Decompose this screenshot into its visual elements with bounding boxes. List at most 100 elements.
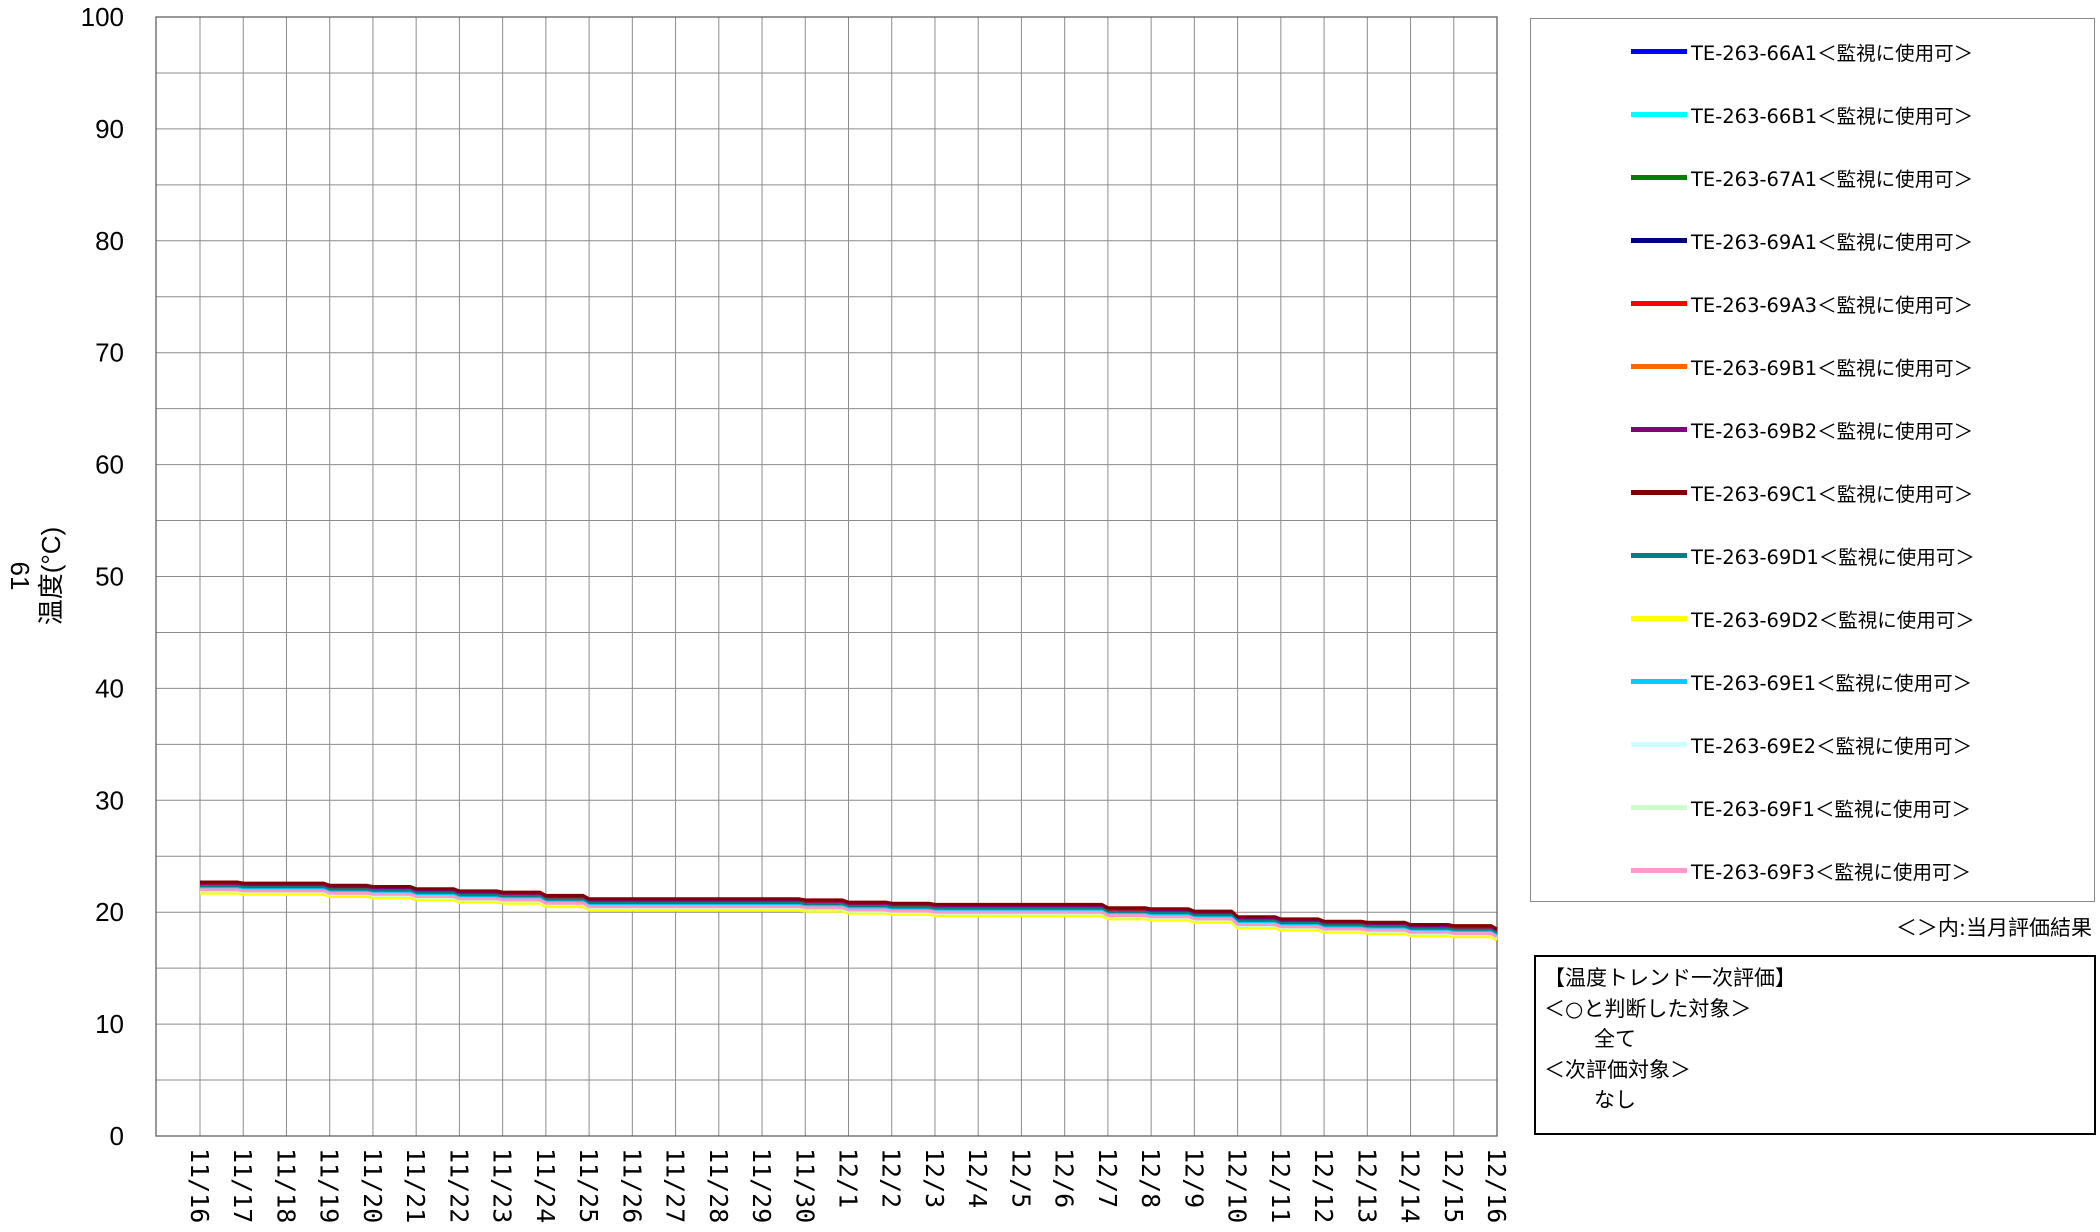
- legend-swatch: [1631, 111, 1687, 117]
- grid-lines: [156, 16, 1498, 1137]
- evaluation-next-header: ＜次評価対象＞: [1544, 1057, 1691, 1082]
- legend: TE-263-66A1＜監視に使用可＞ TE-263-66B1＜監視に使用可＞ TE…: [1530, 18, 2095, 902]
- legend-label: TE-263-69B2＜監視に使用可＞: [1691, 419, 1974, 443]
- x-tick-label: 12/4: [963, 1148, 992, 1208]
- legend-swatch: [1631, 489, 1687, 495]
- x-tick-label: 12/3: [920, 1148, 949, 1208]
- series-line: [200, 891, 1498, 942]
- legend-item: TE-263-67A1＜監視に使用可＞: [1631, 162, 1973, 192]
- x-tick-label: 11/25: [574, 1148, 603, 1223]
- y-tick-label: 10: [95, 1009, 124, 1039]
- legend-label: TE-263-69E2＜監視に使用可＞: [1691, 734, 1973, 758]
- x-tick-label: 11/18: [271, 1148, 300, 1223]
- x-tick-label: 12/6: [1050, 1148, 1079, 1208]
- x-tick-label: 11/16: [185, 1148, 214, 1223]
- x-tick-label: 12/11: [1266, 1148, 1295, 1223]
- legend-item: TE-263-69B2＜監視に使用可＞: [1631, 414, 1973, 444]
- x-tick-label: 12/15: [1439, 1148, 1468, 1223]
- x-tick-label: 11/27: [661, 1148, 690, 1223]
- legend-swatch: [1631, 300, 1687, 306]
- series-line: [200, 888, 1498, 939]
- legend-item: TE-263-66A1＜監視に使用可＞: [1631, 36, 1973, 66]
- legend-swatch: [1631, 174, 1687, 180]
- legend-swatch: [1631, 678, 1687, 684]
- x-tick-label: 12/2: [877, 1148, 906, 1208]
- legend-label: TE-263-69F3＜監視に使用可＞: [1691, 860, 1971, 884]
- y-axis-label: 温度(°C): [36, 527, 66, 626]
- legend-swatch: [1631, 552, 1687, 558]
- x-tick-label: 12/16: [1482, 1148, 1511, 1223]
- y-tick-label: 70: [95, 338, 124, 368]
- x-axis-ticks: 11/16 11/17 11/18 11/19 11/20 11/21 11/22 11/23…: [185, 1148, 1511, 1223]
- y-tick-label: 100: [81, 2, 124, 32]
- legend-item: TE-263-69B1＜監視に使用可＞: [1631, 351, 1973, 381]
- series-line: [200, 885, 1498, 935]
- x-tick-label: 11/19: [315, 1148, 344, 1223]
- legend-label: TE-263-69A1＜監視に使用可＞: [1691, 230, 1974, 254]
- x-tick-label: 11/20: [358, 1148, 387, 1223]
- legend-label: TE-263-69C1＜監視に使用可＞: [1691, 482, 1974, 506]
- x-tick-label: 12/12: [1309, 1148, 1338, 1223]
- legend-item: TE-263-69A3＜監視に使用可＞: [1631, 288, 1973, 318]
- legend-swatch: [1631, 237, 1687, 243]
- x-tick-label: 11/21: [401, 1148, 430, 1223]
- x-tick-label: 11/29: [747, 1148, 776, 1223]
- x-tick-label: 12/9: [1179, 1148, 1208, 1208]
- legend-swatch: [1631, 48, 1687, 54]
- legend-item: TE-263-69F1＜監視に使用可＞: [1631, 792, 1971, 822]
- evaluation-box: 【温度トレンド一次評価】 ＜○と判断した対象＞ 全て ＜次評価対象＞ なし: [1534, 955, 2096, 1135]
- y-tick-label: 90: [95, 114, 124, 144]
- plot-area: [155, 16, 1498, 1137]
- legend-item: TE-263-69C1＜監視に使用可＞: [1631, 477, 1973, 507]
- legend-swatch: [1631, 426, 1687, 432]
- legend-swatch: [1631, 363, 1687, 369]
- x-tick-label: 12/14: [1396, 1148, 1425, 1223]
- legend-label: TE-263-69A3＜監視に使用可＞: [1691, 293, 1974, 317]
- legend-item: TE-263-69E1＜監視に使用可＞: [1631, 666, 1972, 696]
- legend-label: TE-263-66B1＜監視に使用可＞: [1691, 104, 1974, 128]
- evaluation-next-value: なし: [1594, 1088, 1636, 1112]
- legend-label: TE-263-67A1＜監視に使用可＞: [1691, 167, 1974, 191]
- x-tick-label: 12/5: [1006, 1148, 1035, 1208]
- x-tick-label: 12/10: [1223, 1148, 1252, 1223]
- legend-item: TE-263-69D1＜監視に使用可＞: [1631, 540, 1975, 570]
- evaluation-ok-header: ＜○と判断した対象＞: [1544, 996, 1752, 1021]
- legend-item: TE-263-66B1＜監視に使用可＞: [1631, 99, 1973, 129]
- legend-item: TE-263-69F3＜監視に使用可＞: [1631, 855, 1971, 885]
- y-tick-label: 30: [95, 785, 124, 815]
- y-axis-label-secondary: 61: [5, 562, 35, 591]
- x-tick-label: 12/13: [1352, 1148, 1381, 1223]
- x-tick-label: 12/1: [834, 1148, 863, 1208]
- y-tick-label: 50: [95, 562, 124, 592]
- x-tick-label: 11/24: [531, 1148, 560, 1223]
- x-tick-label: 11/26: [617, 1148, 646, 1223]
- legend-item: TE-263-69E2＜監視に使用可＞: [1631, 729, 1972, 759]
- legend-item: TE-263-69A1＜監視に使用可＞: [1631, 225, 1973, 255]
- legend-label: TE-263-69D1＜監視に使用可＞: [1691, 545, 1975, 569]
- series-lines: [200, 880, 1498, 942]
- x-tick-label: 12/8: [1136, 1148, 1165, 1208]
- y-tick-label: 80: [95, 226, 124, 256]
- legend-label: TE-263-69E1＜監視に使用可＞: [1691, 671, 1973, 695]
- x-tick-label: 11/23: [488, 1148, 517, 1223]
- evaluation-title: 【温度トレンド一次評価】: [1544, 966, 1796, 990]
- legend-swatch: [1631, 615, 1687, 621]
- legend-swatch: [1631, 741, 1687, 747]
- series-line: [200, 880, 1498, 931]
- x-tick-label: 11/30: [790, 1148, 819, 1223]
- y-tick-label: 0: [110, 1121, 124, 1151]
- x-tick-label: 11/17: [228, 1148, 257, 1223]
- legend-label: TE-263-66A1＜監視に使用可＞: [1691, 41, 1974, 65]
- evaluation-ok-value: 全て: [1594, 1027, 1636, 1051]
- x-tick-label: 12/7: [1093, 1148, 1122, 1208]
- x-tick-label: 11/28: [704, 1148, 733, 1223]
- y-axis-ticks: 0 10 20 30 40 50 60 70 80 90 100: [81, 2, 124, 1151]
- legend-swatch: [1631, 804, 1687, 810]
- y-tick-label: 60: [95, 450, 124, 480]
- legend-label: TE-263-69D2＜監視に使用可＞: [1691, 608, 1975, 632]
- legend-label: TE-263-69F1＜監視に使用可＞: [1691, 797, 1971, 821]
- legend-swatch: [1631, 867, 1687, 873]
- y-tick-label: 40: [95, 673, 124, 703]
- x-tick-label: 11/22: [444, 1148, 473, 1223]
